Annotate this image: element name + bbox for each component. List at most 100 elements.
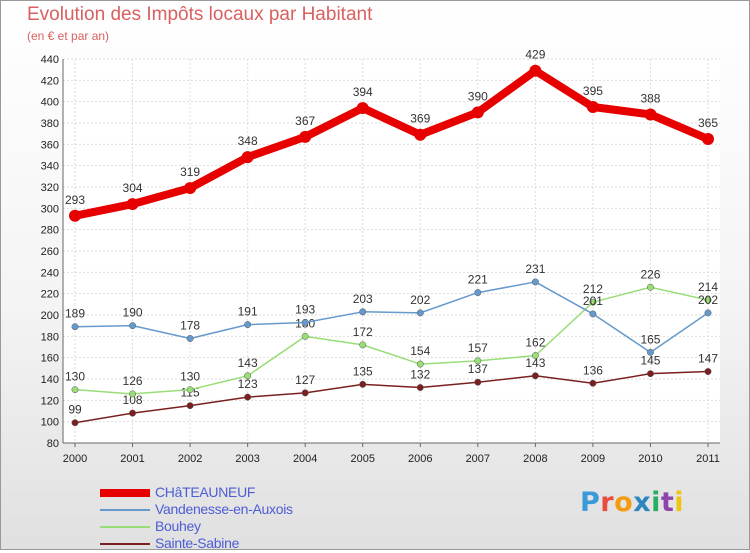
- data-point: [531, 278, 539, 286]
- data-label: 127: [295, 373, 315, 387]
- data-label: 202: [698, 293, 718, 307]
- y-tick-label: 120: [41, 395, 59, 407]
- data-label: 214: [698, 280, 718, 294]
- y-tick-label: 280: [41, 225, 59, 237]
- data-point: [359, 380, 367, 388]
- y-tick-label: 160: [41, 353, 59, 365]
- data-label: 137: [468, 362, 488, 376]
- logo-letter: i: [674, 487, 685, 518]
- logo-letter: o: [614, 487, 634, 518]
- data-label: 145: [640, 354, 660, 368]
- y-tick-label: 100: [41, 417, 59, 429]
- data-label: 191: [238, 305, 258, 319]
- proxiti-logo: Proxiti: [580, 487, 684, 518]
- data-label: 367: [295, 114, 315, 128]
- data-label: 388: [640, 91, 660, 105]
- data-label: 390: [468, 89, 488, 103]
- data-point: [359, 341, 367, 349]
- legend-item: CHâTEAUNEUF: [100, 484, 400, 502]
- data-label: 429: [525, 48, 545, 62]
- data-point: [129, 322, 136, 330]
- x-tick-label: 2008: [523, 453, 547, 465]
- data-point: [704, 309, 712, 317]
- data-label: 348: [238, 134, 258, 148]
- data-point: [71, 323, 79, 331]
- axes: 80 100 120 140 160 180 200 220 240 260 280 300 320 34…: [41, 54, 720, 465]
- y-tick-label: 180: [41, 331, 59, 343]
- data-point: [471, 106, 484, 119]
- data-label: 365: [698, 116, 718, 130]
- data-label: 178: [180, 318, 200, 332]
- data-point: [644, 108, 657, 121]
- x-tick-label: 2000: [63, 453, 87, 465]
- data-point: [244, 372, 252, 380]
- y-tick-label: 240: [41, 267, 59, 279]
- data-point: [647, 283, 654, 291]
- data-point: [301, 389, 309, 397]
- logo-letter: t: [660, 487, 675, 518]
- data-point: [129, 409, 136, 417]
- data-label: 202: [410, 293, 430, 307]
- data-label: 190: [123, 306, 143, 320]
- x-tick-label: 2004: [293, 453, 317, 465]
- data-point: [244, 393, 252, 401]
- y-tick-label: 360: [41, 139, 59, 151]
- y-tick-label: 300: [41, 203, 59, 215]
- y-tick-label: 380: [41, 118, 59, 130]
- data-label: 201: [583, 294, 603, 308]
- data-point: [586, 101, 599, 113]
- y-tick-label: 200: [41, 310, 59, 322]
- x-tick-label: 2010: [638, 453, 662, 465]
- data-point: [704, 368, 712, 375]
- data-label: 162: [525, 336, 545, 350]
- series-1: 189 190 178 191 193 203 202 221 231 201 165 202: [65, 262, 718, 356]
- logo-letter: x: [633, 487, 652, 518]
- series-3: 99108115123127135132137143136145147: [68, 352, 718, 427]
- legend-label: Bouhey: [155, 518, 201, 534]
- data-point: [589, 379, 597, 387]
- legend-swatch: [100, 543, 150, 545]
- legend-label: CHâTEAUNEUF: [155, 484, 256, 500]
- x-tick-label: 2001: [120, 453, 144, 465]
- x-tick-label: 2009: [581, 453, 605, 465]
- data-point: [69, 209, 81, 222]
- series-2: 130126130143180172154157162212226214: [65, 267, 718, 398]
- legend-label: Vandenesse-en-Auxois: [155, 501, 293, 517]
- data-point: [529, 64, 542, 77]
- data-point: [359, 308, 367, 316]
- y-tick-label: 340: [41, 161, 59, 173]
- legend-item: Vandenesse-en-Auxois: [100, 501, 400, 519]
- data-label: 135: [353, 364, 373, 378]
- data-point: [416, 309, 424, 317]
- data-point: [414, 128, 427, 141]
- data-point: [244, 321, 252, 329]
- data-label: 130: [180, 370, 200, 384]
- data-point: [356, 102, 369, 115]
- data-label: 132: [410, 368, 430, 382]
- data-label: 226: [640, 267, 660, 281]
- data-point: [71, 386, 79, 394]
- y-tick-label: 220: [41, 289, 59, 301]
- series-group: 9910811512312713513213714313614514713012…: [65, 48, 718, 427]
- data-label: 108: [123, 393, 143, 407]
- logo-letter: P: [580, 487, 601, 518]
- x-tick-label: 2011: [696, 453, 720, 465]
- y-tick-label: 420: [41, 75, 59, 87]
- data-point: [186, 335, 194, 342]
- data-label: 395: [583, 84, 603, 98]
- data-label: 99: [68, 403, 82, 417]
- data-point: [126, 198, 139, 211]
- x-tick-label: 2005: [350, 453, 374, 465]
- data-point: [184, 182, 197, 195]
- data-label: 143: [525, 356, 545, 370]
- x-tick-label: 2007: [466, 453, 490, 465]
- data-point: [589, 310, 597, 318]
- data-point: [647, 348, 654, 356]
- legend-swatch: [100, 489, 150, 497]
- y-tick-label: 400: [41, 97, 59, 109]
- data-label: 293: [65, 193, 85, 207]
- data-label: 130: [65, 370, 85, 384]
- data-point: [299, 130, 312, 143]
- y-tick-label: 80: [47, 438, 59, 450]
- data-point: [301, 319, 309, 326]
